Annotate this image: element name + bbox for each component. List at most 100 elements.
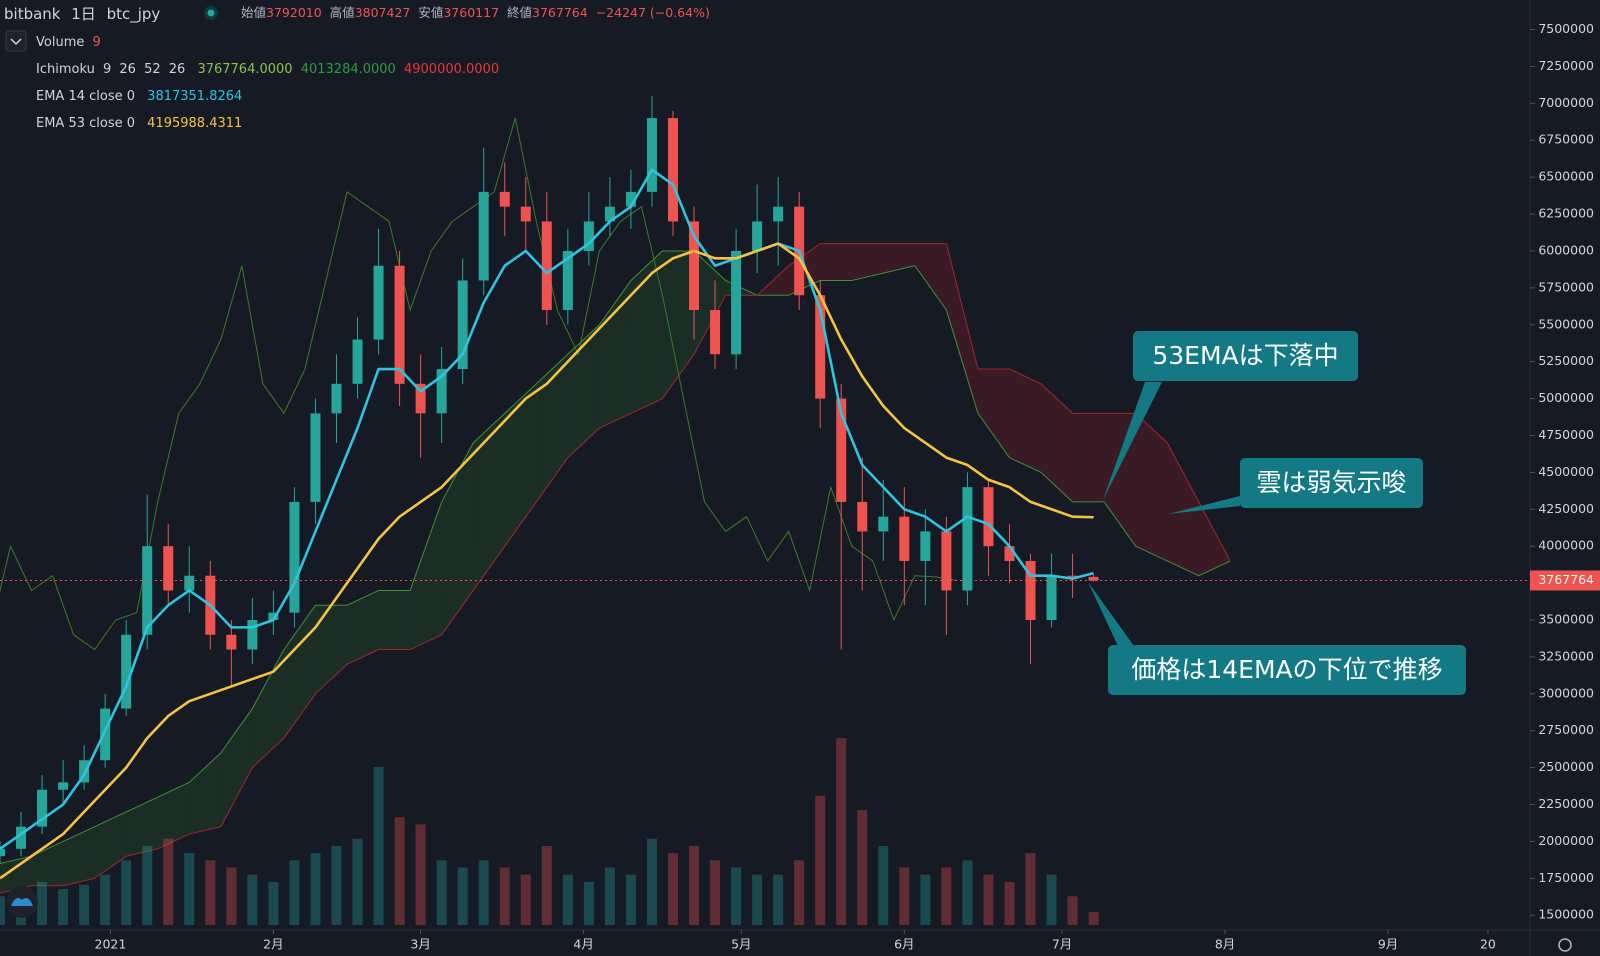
volume-bar — [184, 853, 195, 925]
cloud-span_a — [0, 250, 1231, 865]
candle-body — [268, 612, 279, 620]
cloud-fill — [1198, 501, 1231, 576]
volume-bar — [499, 867, 510, 925]
candle-body — [667, 118, 678, 222]
chevron — [10, 38, 22, 46]
price-tag-label: 3767764 — [1538, 572, 1594, 587]
y-tick-label: 1750000 — [1538, 870, 1594, 885]
volume-bar — [710, 860, 721, 925]
callout-text: 価格は14EMAの下位で推移 — [1131, 655, 1442, 684]
candle-body — [583, 221, 594, 251]
candle-body — [226, 634, 237, 650]
candle-body — [689, 221, 700, 310]
param: 26 — [169, 62, 186, 77]
header: bitbank 1日 btc_jpy — [4, 5, 160, 24]
cloud-fill — [94, 811, 127, 879]
volume-bar — [268, 881, 279, 925]
x-tick-label: 4月 — [573, 937, 593, 952]
volume-bar — [1088, 912, 1099, 925]
callout-text: 53EMAは下落中 — [1152, 341, 1338, 370]
candle-body — [899, 516, 910, 561]
settings-icon[interactable] — [1558, 938, 1572, 952]
cloud-fill — [0, 856, 32, 894]
candle-body — [184, 575, 195, 591]
volume-bar — [583, 881, 594, 925]
candle-body — [478, 191, 489, 281]
y-tick-label: 2000000 — [1538, 833, 1594, 848]
volume-bar — [941, 867, 952, 925]
candle-body — [625, 191, 636, 207]
cloud-fill — [126, 797, 158, 857]
volume-bar — [394, 817, 405, 925]
x-tick-label: 20 — [1480, 937, 1496, 952]
candle-body — [16, 826, 27, 849]
volume-bar — [142, 845, 153, 925]
callout-box — [1133, 331, 1358, 381]
candle-body — [58, 782, 69, 790]
callout-pointer — [1103, 382, 1162, 500]
candle-body — [815, 295, 826, 399]
candle-body — [983, 487, 994, 547]
volume-bar — [520, 874, 531, 925]
cloud-fill — [473, 413, 505, 591]
param: 26 — [119, 62, 136, 77]
volume-bar — [457, 867, 468, 925]
candle-body — [79, 760, 90, 783]
cloud-fill — [378, 590, 411, 650]
legend-value: 4013284.0000 — [301, 62, 396, 77]
candle-body — [562, 250, 573, 310]
legend-value: 3817351.8264 — [147, 89, 242, 104]
candle-body — [436, 369, 447, 414]
cloud-fill — [883, 243, 915, 274]
volume-bar — [163, 838, 174, 925]
cloud-fill — [252, 649, 284, 768]
legend-value: 9 — [93, 35, 101, 50]
candle-body — [520, 206, 531, 222]
value: 3807427 — [355, 5, 411, 20]
y-tick-label: 2750000 — [1538, 722, 1594, 737]
collapse-button[interactable] — [5, 30, 27, 52]
volume-bar — [731, 867, 742, 925]
candle-body — [857, 501, 868, 532]
volume-bar — [625, 874, 636, 925]
cloud-fill — [630, 250, 663, 414]
legend-label: Ichimoku — [36, 62, 95, 77]
cloud-fill — [189, 752, 221, 835]
price-axis-bg — [1530, 0, 1600, 956]
y-tick-label: 5500000 — [1538, 316, 1594, 331]
x-tick-label: 7月 — [1052, 937, 1072, 952]
volume-bar — [836, 738, 847, 925]
callout-pointer — [1168, 496, 1240, 514]
cloud-fill — [946, 243, 978, 414]
candle-body — [310, 413, 321, 502]
y-tick-label: 5750000 — [1538, 279, 1594, 294]
x-tick-label: 3月 — [410, 937, 430, 952]
cloud-fill — [694, 250, 726, 355]
cloud-fill — [536, 354, 568, 502]
legend-label: Volume — [36, 35, 84, 50]
candle-body — [142, 546, 153, 635]
candle-body — [1067, 575, 1078, 577]
y-tick-label: 6000000 — [1538, 242, 1594, 257]
volume-bar — [0, 896, 5, 925]
x-tick-label: 8月 — [1215, 937, 1235, 952]
volume-bar — [1067, 896, 1078, 925]
y-tick-label: 4000000 — [1538, 538, 1594, 553]
cloud-fill — [1072, 413, 1105, 502]
volume-bar — [100, 874, 111, 925]
label: 高値 — [330, 5, 355, 20]
cloud-fill — [1135, 413, 1168, 561]
legend-value: 4195988.4311 — [147, 116, 242, 131]
cloud-fill — [851, 243, 884, 281]
candle-body — [289, 501, 300, 613]
candle-body — [415, 383, 426, 414]
y-tick-label: 3250000 — [1538, 648, 1594, 663]
price-tag — [1530, 570, 1600, 591]
value: 3792010 — [266, 5, 322, 20]
volume-bar — [878, 845, 889, 925]
candle-body — [394, 265, 405, 384]
volume-bar — [121, 860, 132, 925]
volume-bar — [415, 824, 426, 925]
cloud-fill — [63, 826, 95, 886]
